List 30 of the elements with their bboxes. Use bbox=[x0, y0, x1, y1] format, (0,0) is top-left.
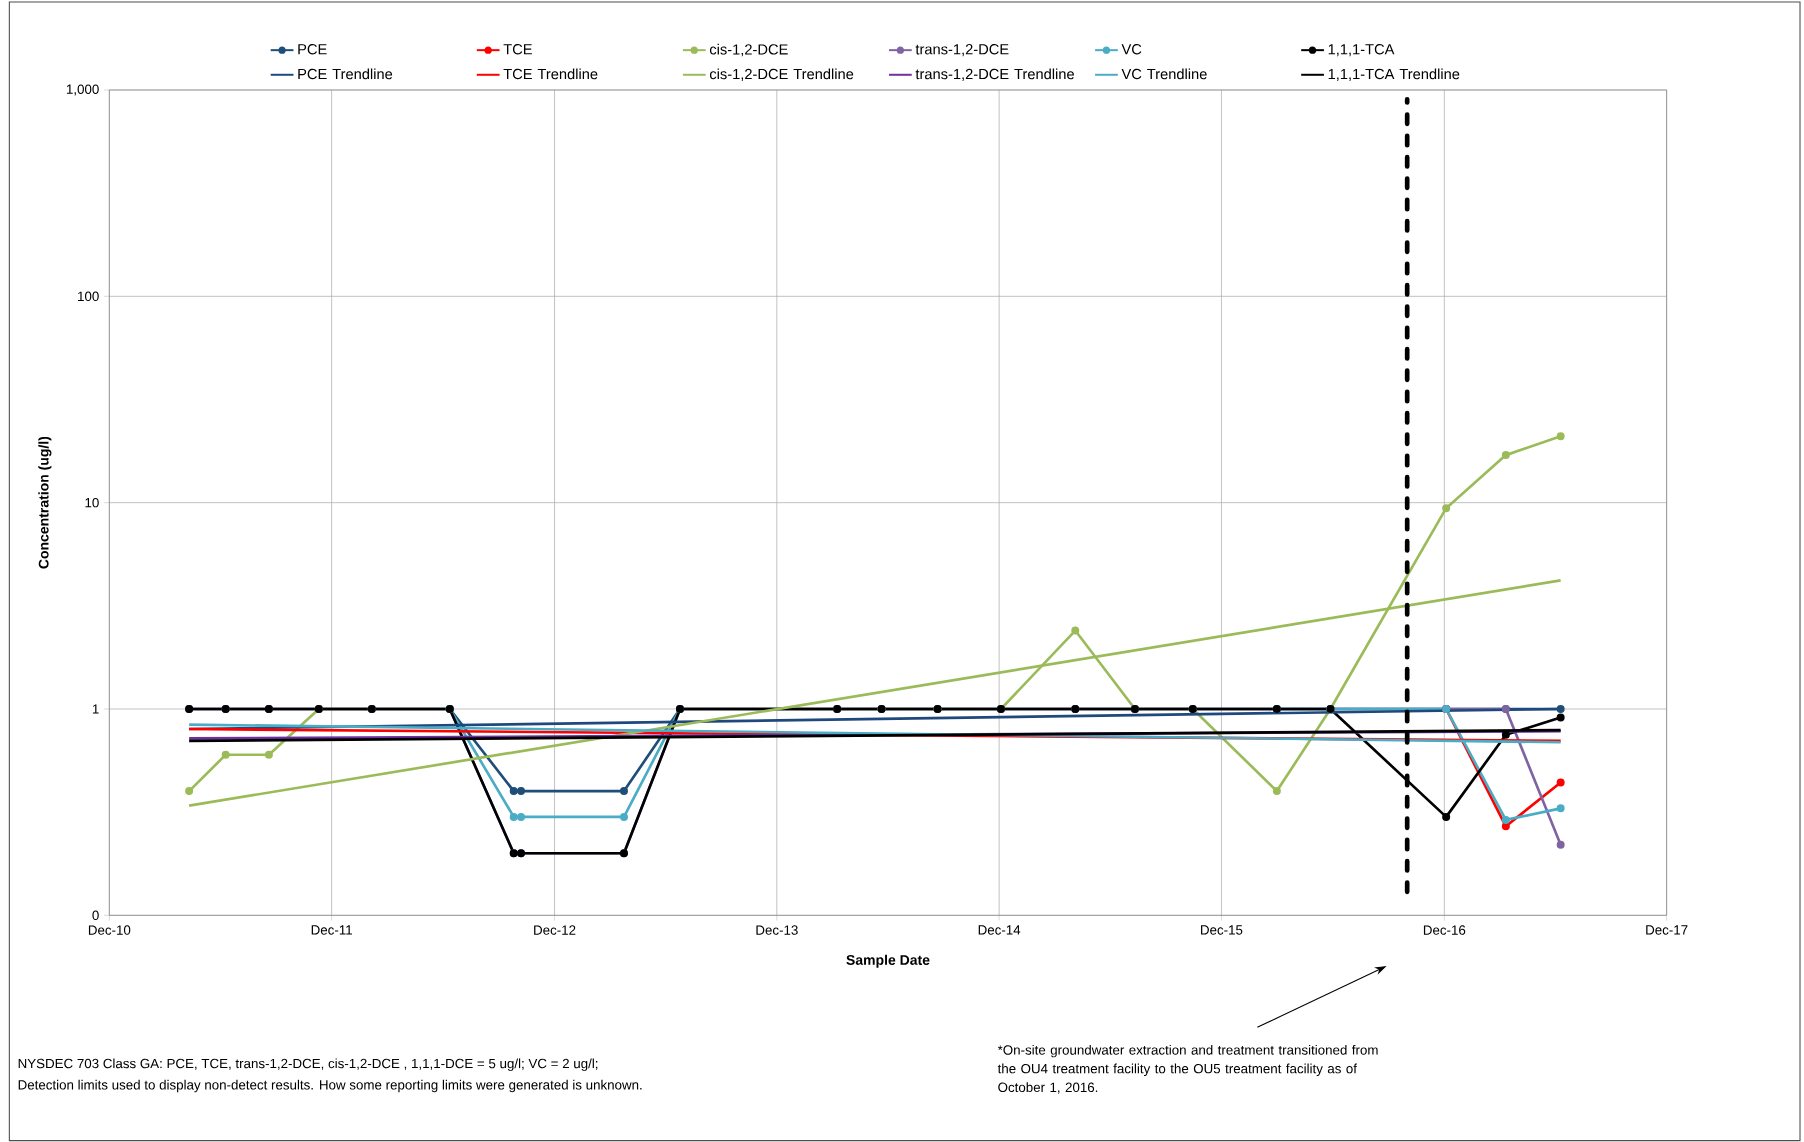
legend-label: TCE Trendline bbox=[503, 68, 598, 80]
x-tick-label: Dec-11 bbox=[311, 925, 352, 935]
x-tick-label: Dec-17 bbox=[1646, 925, 1688, 935]
y-tick-label: 1 bbox=[92, 704, 99, 714]
legend-label: cis-1,2-DCE bbox=[709, 43, 788, 57]
x-tick-label: Dec-14 bbox=[978, 925, 1021, 935]
x-tick-label: Dec-15 bbox=[1201, 925, 1243, 935]
text: NYSDEC 703 Class GA: PCE, TCE, trans-1,2-DCE, cis-1,2-DCE , 1,1,1-DCE = 5 ug/l; VC = 2 ug/l; bbox=[18, 1058, 598, 1071]
legend-label: TCE bbox=[503, 44, 532, 55]
x-tick-label: Dec-10 bbox=[88, 925, 131, 935]
legend-label: PCE bbox=[298, 44, 327, 55]
legend-label: 1,1,1-TCA Trendline bbox=[1328, 68, 1460, 81]
text: Detection limits used to display non-detect results. How some reporting limits were generated is unknown. bbox=[18, 1079, 642, 1093]
legend-label: trans-1,2-DCE Trendline bbox=[915, 68, 1074, 81]
legend-label: cis-1,2-DCE Trendline bbox=[709, 68, 854, 81]
y-tick-label: 1,000 bbox=[66, 84, 99, 96]
legend-label: trans-1,2-DCE bbox=[915, 44, 1009, 57]
x-axis-title: Sample Date bbox=[846, 954, 930, 968]
legend-label: VC bbox=[1121, 44, 1142, 55]
y-tick-label: 10 bbox=[85, 497, 99, 508]
y-axis-title: Concentration (ug/l) bbox=[38, 436, 52, 569]
legend-label: PCE Trendline bbox=[298, 68, 393, 80]
x-tick-label: Dec-13 bbox=[756, 925, 798, 935]
legend-label: 1,1,1-TCA bbox=[1328, 44, 1395, 57]
y-tick-label: 100 bbox=[78, 291, 99, 302]
legend-label: VC Trendline bbox=[1121, 68, 1207, 80]
y-tick-label: 0 bbox=[92, 910, 99, 921]
text: *On-site groundwater extraction and treatment transitioned from the OU4 treatment facility to the OU5 treatment facility as of October 1, 2016. bbox=[997, 1044, 1378, 1094]
x-tick-label: Dec-12 bbox=[534, 925, 576, 935]
x-tick-label: Dec-16 bbox=[1423, 925, 1466, 935]
